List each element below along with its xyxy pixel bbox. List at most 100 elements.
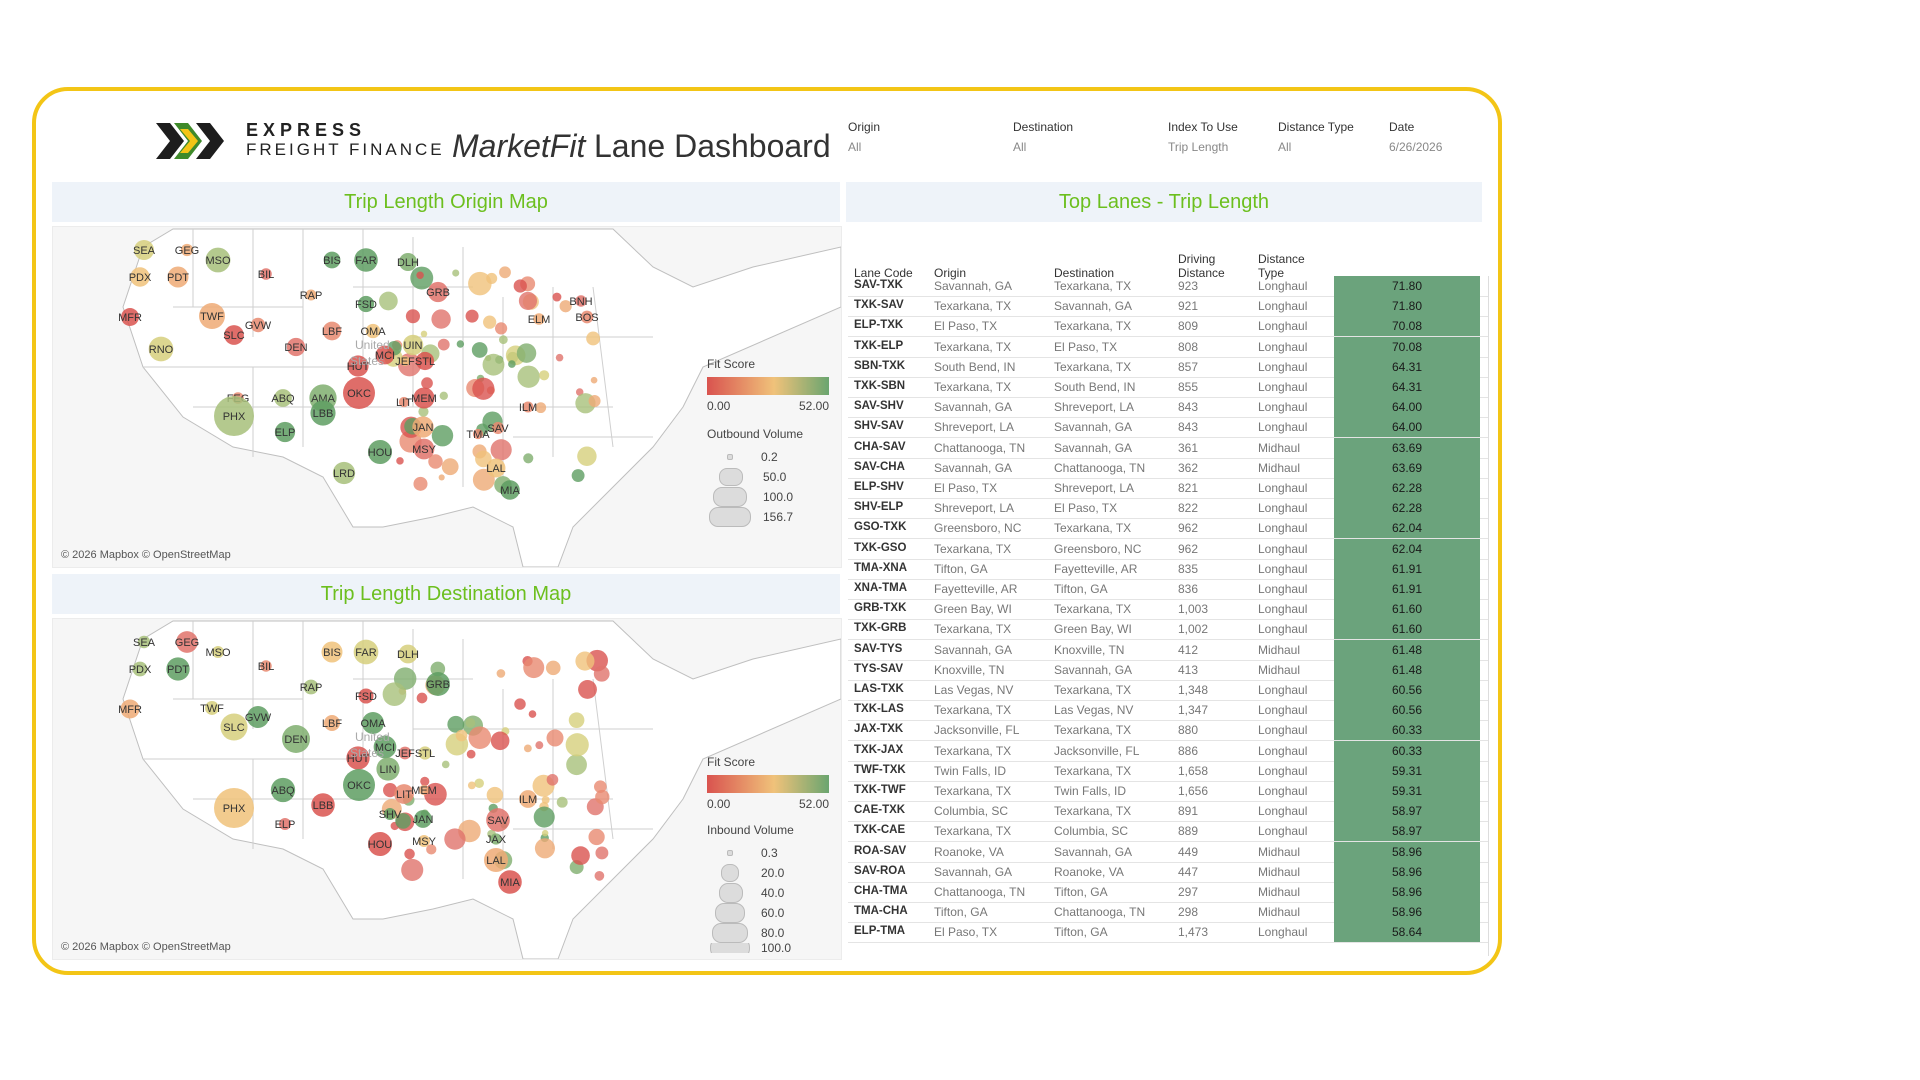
city-bubble-hut[interactable]	[347, 355, 369, 377]
volume-bubble[interactable]	[379, 291, 398, 311]
volume-bubble[interactable]	[595, 789, 610, 805]
table-scrollbar[interactable]	[1488, 276, 1499, 956]
city-bubble-pdt[interactable]	[167, 266, 189, 288]
city-bubble-twf[interactable]	[205, 701, 219, 715]
volume-bubble[interactable]	[413, 476, 428, 491]
volume-bubble[interactable]	[541, 795, 550, 804]
volume-bubble[interactable]	[518, 291, 538, 310]
volume-bubble[interactable]	[431, 424, 454, 447]
table-row[interactable]: CHA-TMA Chattanooga, TN Tifton, GA 297 Midha…	[848, 882, 1488, 903]
destination-map[interactable]: SEA GEG MSO PDX PDT BIL BIS FAR DLH MFR TWF GVW RAP F…	[52, 618, 842, 960]
filter-origin[interactable]: Origin All	[848, 120, 880, 154]
volume-bubble[interactable]	[523, 453, 534, 464]
volume-bubble[interactable]	[577, 446, 597, 467]
volume-bubble[interactable]	[401, 858, 424, 881]
volume-bubble[interactable]	[571, 469, 585, 482]
table-row[interactable]: TXK-GSO Texarkana, TX Greensboro, NC 962 Lon…	[848, 538, 1488, 560]
city-bubble-lal[interactable]	[484, 848, 508, 872]
city-bubble-ilm[interactable]	[519, 790, 537, 808]
city-bubble-gvw[interactable]	[246, 705, 270, 729]
city-bubble-grb[interactable]	[427, 281, 449, 303]
city-bubble-mfr[interactable]	[120, 699, 140, 719]
city-bubble-mso[interactable]	[212, 646, 224, 658]
city-bubble-far[interactable]	[353, 639, 379, 665]
table-row[interactable]: TMA-CHA Tifton, GA Chattanooga, TN 298 Midha…	[848, 902, 1488, 924]
filter-destination[interactable]: Destination All	[1013, 120, 1073, 154]
city-bubble-den[interactable]	[282, 725, 310, 753]
city-bubble-msy[interactable]	[413, 438, 435, 460]
volume-bubble[interactable]	[438, 474, 445, 481]
city-bubble-jef[interactable]	[398, 746, 412, 760]
col-driving-distance[interactable]: Driving Distance	[1178, 252, 1225, 280]
volume-bubble[interactable]	[496, 669, 506, 678]
city-bubble-mia[interactable]	[498, 870, 522, 894]
filter-value[interactable]: All	[848, 140, 862, 154]
table-row[interactable]: TWF-TXK Twin Falls, ID Texarkana, TX 1,658 L…	[848, 760, 1488, 782]
volume-bubble[interactable]	[546, 729, 564, 747]
col-lane-code[interactable]: Lane Code	[854, 266, 913, 280]
volume-bubble[interactable]	[565, 733, 589, 757]
volume-bubble[interactable]	[416, 692, 428, 704]
table-row[interactable]: SAV-TXK Savannah, GA Texarkana, TX 923 Longh…	[848, 276, 1488, 297]
volume-bubble[interactable]	[431, 309, 451, 329]
city-bubble-sav[interactable]	[491, 421, 505, 435]
volume-bubble[interactable]	[424, 782, 447, 806]
volume-bubble[interactable]	[471, 342, 488, 358]
city-bubble-slc[interactable]	[224, 325, 244, 345]
city-bubble-lal[interactable]	[486, 458, 506, 478]
filter-value[interactable]: All	[1278, 140, 1292, 154]
table-row[interactable]: ELP-TXK El Paso, TX Texarkana, TX 809 Longha…	[848, 316, 1488, 338]
volume-bubble[interactable]	[468, 726, 492, 750]
volume-bubble[interactable]	[594, 780, 607, 793]
city-bubble-lbb[interactable]	[311, 793, 335, 817]
volume-bubble[interactable]	[514, 698, 526, 710]
city-bubble-gvw[interactable]	[250, 317, 266, 333]
volume-bubble[interactable]	[559, 300, 572, 313]
table-row[interactable]: SAV-ROA Savannah, GA Roanoke, VA 447 Midhaul…	[848, 861, 1488, 883]
volume-bubble[interactable]	[472, 377, 495, 400]
volume-bubble[interactable]	[594, 870, 605, 881]
city-bubble-oma[interactable]	[365, 323, 381, 339]
volume-bubble[interactable]	[475, 450, 492, 468]
volume-bubble[interactable]	[426, 844, 437, 855]
city-bubble-ilm[interactable]	[522, 401, 534, 413]
filter-value[interactable]: Trip Length	[1168, 140, 1229, 154]
volume-bubble[interactable]	[555, 353, 564, 362]
volume-bubble[interactable]	[568, 712, 585, 728]
table-row[interactable]: ROA-SAV Roanoke, VA Savannah, GA 449 Midhaul…	[848, 841, 1488, 863]
city-bubble-lit[interactable]	[394, 784, 414, 804]
volume-bubble[interactable]	[588, 395, 601, 408]
city-bubble-far[interactable]	[354, 248, 378, 272]
city-bubble-mfr[interactable]	[121, 308, 139, 326]
city-bubble-mci[interactable]	[375, 345, 395, 365]
volume-bubble[interactable]	[437, 338, 450, 351]
volume-bubble[interactable]	[404, 848, 415, 860]
city-bubble-rno[interactable]	[148, 336, 174, 362]
table-row[interactable]: TXK-JAX Texarkana, TX Jacksonville, FL 886 L…	[848, 740, 1488, 762]
volume-bubble[interactable]	[467, 781, 476, 790]
volume-bubble[interactable]	[516, 343, 537, 363]
city-bubble-okc[interactable]	[343, 769, 375, 801]
city-bubble-phx[interactable]	[214, 788, 254, 828]
filter-index[interactable]: Index To Use Trip Length	[1168, 120, 1238, 154]
volume-bubble[interactable]	[494, 322, 508, 335]
origin-map[interactable]: SEA GEG MSO PDX PDT BIL BIS FAR DLH MFR TWF GVW RAP F…	[52, 226, 842, 568]
city-bubble-elm[interactable]	[533, 313, 545, 325]
volume-bubble[interactable]	[416, 271, 424, 279]
table-row[interactable]: TMA-XNA Tifton, GA Fayetteville, AR 835 Long…	[848, 558, 1488, 580]
table-row[interactable]: GSO-TXK Greensboro, NC Texarkana, TX 962 Lon…	[848, 518, 1488, 540]
volume-bubble[interactable]	[593, 665, 610, 682]
city-bubble-bil[interactable]	[260, 660, 272, 672]
volume-bubble[interactable]	[421, 377, 433, 389]
volume-bubble[interactable]	[465, 309, 479, 323]
volume-bubble[interactable]	[534, 838, 556, 859]
city-bubble-jef[interactable]	[399, 355, 411, 367]
volume-bubble[interactable]	[486, 786, 504, 804]
city-bubble-jan[interactable]	[412, 416, 434, 438]
volume-bubble[interactable]	[444, 828, 466, 850]
volume-bubble[interactable]	[533, 806, 555, 828]
volume-bubble[interactable]	[586, 331, 601, 346]
city-bubble-tma[interactable]	[472, 428, 484, 440]
city-bubble-den[interactable]	[286, 337, 306, 357]
table-row[interactable]: SAV-CHA Savannah, GA Chattanooga, TN 362 Mid…	[848, 457, 1488, 479]
